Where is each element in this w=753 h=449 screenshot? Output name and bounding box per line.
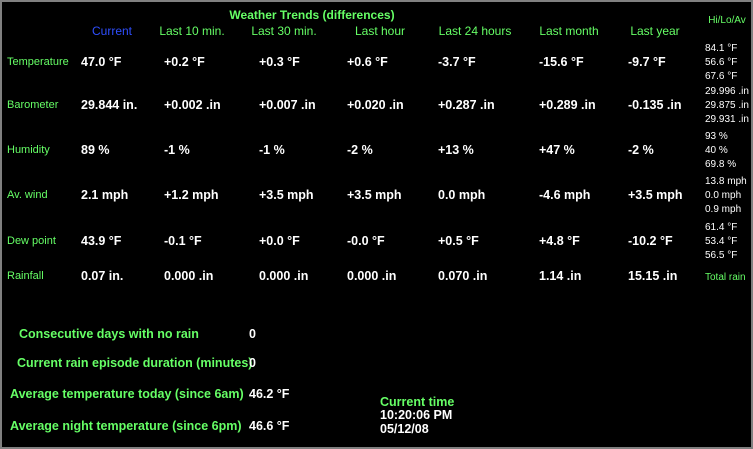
value-cell: 0.000 .in [259, 269, 309, 283]
summary-label: Consecutive days with no rain [19, 327, 199, 341]
clock-time: 10:20:06 PM [380, 408, 453, 422]
value-cell: -2 % [347, 143, 373, 157]
value-cell: 0.000 .in [164, 269, 214, 283]
value-cell: 29.844 in. [81, 98, 138, 112]
hilo-value: 53.4 °F [705, 236, 738, 247]
hilo-value: 29.931 .in [705, 114, 749, 125]
value-cell: -1 % [259, 143, 285, 157]
column-header: Last 24 hours [438, 24, 512, 38]
hilo-value: 13.8 mph [705, 176, 747, 187]
value-cell: +0.002 .in [164, 98, 221, 112]
value-cell: +1.2 mph [164, 188, 219, 202]
value-cell: -10.2 °F [628, 234, 673, 248]
value-cell: -9.7 °F [628, 55, 666, 69]
value-cell: +0.6 °F [347, 55, 388, 69]
value-cell: +0.289 .in [539, 98, 596, 112]
hilo-value: 0.9 mph [705, 204, 742, 215]
hilo-value: 29.996 .in [705, 86, 749, 97]
value-cell: 0.07 in. [81, 269, 124, 283]
hilo-value: 84.1 °F [705, 43, 738, 54]
column-header: Last 10 min. [159, 24, 225, 38]
value-cell: 47.0 °F [81, 55, 122, 69]
summary-label: Current rain episode duration (minutes) [17, 356, 253, 370]
summary-value: 46.6 °F [249, 419, 290, 433]
value-cell: +0.3 °F [259, 55, 300, 69]
value-cell: -1 % [164, 143, 190, 157]
value-cell: -4.6 mph [539, 188, 591, 202]
hilo-value: 56.6 °F [705, 57, 738, 68]
row-label: Av. wind [7, 189, 48, 201]
value-cell: -0.0 °F [347, 234, 385, 248]
summary-value: 0 [249, 356, 256, 370]
column-header: Hi/Lo/Av [708, 15, 746, 26]
hilo-note: Total rain [705, 272, 746, 283]
value-cell: -15.6 °F [539, 55, 584, 69]
summary-label: Average night temperature (since 6pm) [10, 419, 242, 433]
row-label: Barometer [7, 99, 59, 111]
value-cell: 89 % [81, 143, 110, 157]
value-cell: +3.5 mph [628, 188, 683, 202]
value-cell: -0.135 .in [628, 98, 682, 112]
value-cell: +13 % [438, 143, 474, 157]
value-cell: +0.5 °F [438, 234, 479, 248]
summary-label: Average temperature today (since 6am) [10, 387, 244, 401]
value-cell: +4.8 °F [539, 234, 580, 248]
value-cell: -2 % [628, 143, 654, 157]
row-label: Humidity [7, 144, 50, 156]
value-cell: 1.14 .in [539, 269, 582, 283]
hilo-value: 67.6 °F [705, 71, 738, 82]
hilo-value: 56.5 °F [705, 250, 738, 261]
summary-value: 46.2 °F [249, 387, 290, 401]
row-label: Rainfall [7, 270, 44, 282]
hilo-value: 40 % [705, 145, 728, 156]
value-cell: 0.000 .in [347, 269, 397, 283]
value-cell: +0.0 °F [259, 234, 300, 248]
column-header: Last month [539, 24, 599, 38]
hilo-value: 29.875 .in [705, 100, 749, 111]
column-header: Last 30 min. [251, 24, 317, 38]
value-cell: +47 % [539, 143, 575, 157]
clock-label: Current time [380, 395, 455, 409]
hilo-value: 61.4 °F [705, 222, 738, 233]
title: Weather Trends (differences) [229, 8, 395, 22]
value-cell: +0.020 .in [347, 98, 404, 112]
value-cell: +0.2 °F [164, 55, 205, 69]
value-cell: 0.0 mph [438, 188, 486, 202]
clock-date: 05/12/08 [380, 422, 429, 436]
value-cell: -3.7 °F [438, 55, 476, 69]
value-cell: +0.007 .in [259, 98, 316, 112]
row-label: Dew point [7, 235, 56, 247]
value-cell: -0.1 °F [164, 234, 202, 248]
hilo-value: 69.8 % [705, 159, 737, 170]
value-cell: +3.5 mph [347, 188, 402, 202]
column-header: Last hour [354, 24, 406, 38]
value-cell: +0.287 .in [438, 98, 495, 112]
value-cell: 2.1 mph [81, 188, 129, 202]
column-header: Current [91, 24, 133, 38]
value-cell: +3.5 mph [259, 188, 314, 202]
value-cell: 15.15 .in [628, 269, 678, 283]
column-header: Last year [630, 24, 680, 38]
hilo-value: 0.0 mph [705, 190, 742, 201]
value-cell: 0.070 .in [438, 269, 488, 283]
hilo-value: 93 % [705, 131, 728, 142]
summary-value: 0 [249, 327, 256, 341]
value-cell: 43.9 °F [81, 234, 122, 248]
row-label: Temperature [7, 56, 69, 68]
